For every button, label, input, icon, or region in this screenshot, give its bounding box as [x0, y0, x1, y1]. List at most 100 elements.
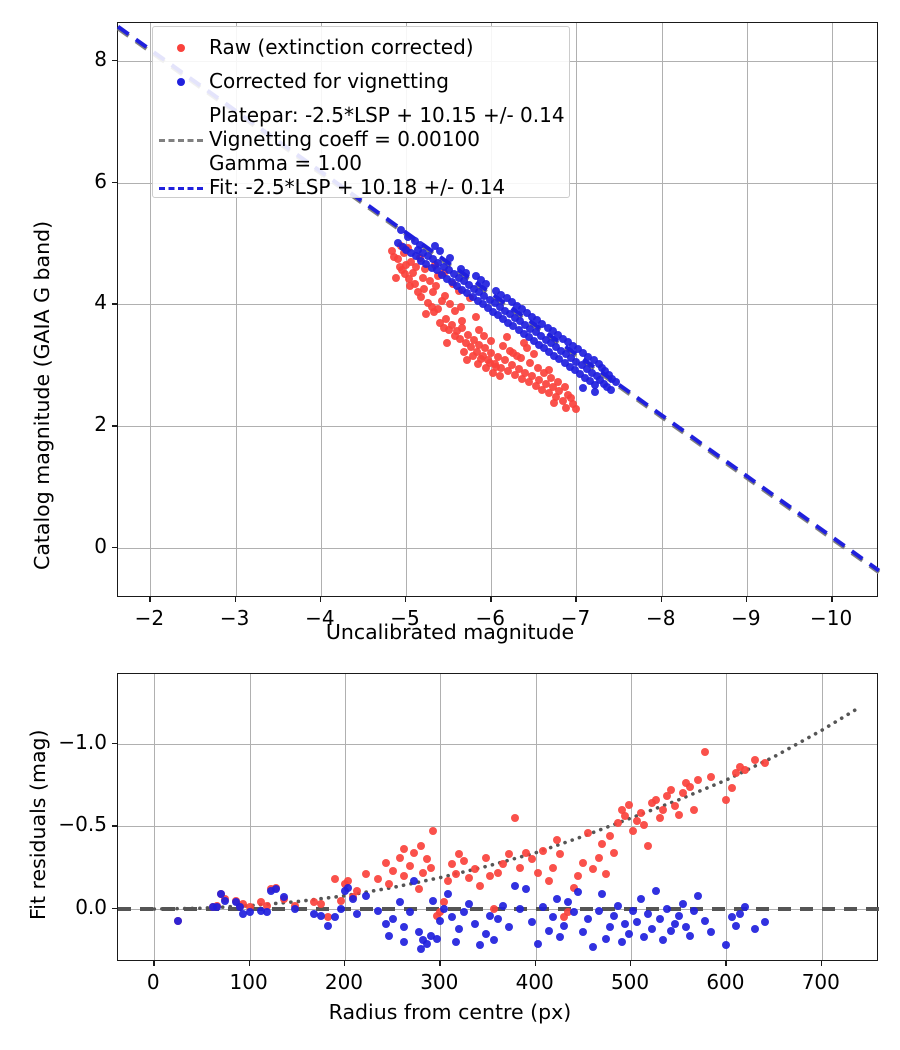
legend-photometric-calibration[interactable]: Raw (extinction corrected) Corrected for … — [152, 26, 570, 198]
data-point-raw — [584, 828, 593, 837]
data-point-corrected — [353, 910, 362, 918]
data-point-corrected — [488, 307, 497, 316]
data-point-corrected — [470, 284, 479, 293]
data-point-corrected — [489, 936, 498, 945]
data-point-corrected — [528, 312, 537, 321]
data-point-corrected — [436, 246, 445, 255]
data-point-corrected — [545, 347, 554, 356]
data-point-corrected — [589, 356, 598, 365]
data-point-raw — [410, 279, 419, 288]
gridline-vertical — [406, 23, 408, 596]
data-point-raw — [470, 865, 479, 874]
data-point-raw — [588, 865, 597, 874]
y-tick-label: 0.0 — [75, 895, 107, 920]
data-point-raw — [393, 255, 402, 264]
x-tick-label: 200 — [324, 970, 364, 994]
data-point-raw — [628, 827, 637, 836]
data-point-raw — [674, 810, 683, 819]
data-point-raw — [458, 317, 467, 326]
data-point-corrected — [393, 239, 402, 248]
data-point-corrected — [492, 287, 501, 295]
data-point-raw — [632, 817, 641, 826]
data-point-corrected — [565, 362, 574, 371]
legend-entry-label: Raw (extinction corrected) — [209, 35, 474, 60]
data-point-raw — [422, 855, 431, 864]
data-point-corrected — [538, 319, 547, 328]
x-tick-label: 600 — [706, 970, 745, 994]
data-point-raw — [245, 903, 254, 912]
data-point-corrected — [536, 332, 545, 341]
data-point-corrected — [232, 898, 241, 907]
data-point-corrected — [507, 297, 516, 306]
line-vignetting-model-curve — [152, 705, 862, 911]
legend-entry[interactable]: Vignetting coeff = 0.00100 — [153, 127, 569, 153]
axis-tick-y — [112, 908, 117, 910]
data-point-corrected — [741, 903, 750, 912]
data-point-raw — [441, 291, 450, 300]
x-tick-label: −3 — [219, 606, 250, 630]
data-point-corrected — [468, 293, 477, 302]
data-point-corrected — [621, 919, 630, 928]
data-point-raw — [406, 282, 415, 291]
data-point-raw — [545, 366, 554, 375]
data-point-raw — [257, 898, 266, 907]
data-point-raw — [640, 820, 649, 829]
data-point-corrected — [463, 289, 472, 298]
data-point-corrected — [591, 388, 600, 397]
legend-entry[interactable]: Gamma = 1.00 — [153, 151, 569, 177]
data-point-raw — [521, 368, 530, 377]
legend-entry[interactable]: Platepar: -2.5*LSP + 10.15 +/- 0.14 — [153, 103, 569, 129]
x-tick-label: −4 — [305, 606, 335, 630]
data-point-corrected — [609, 911, 618, 920]
data-point-raw — [528, 372, 537, 381]
data-point-corrected — [427, 263, 436, 272]
data-point-corrected — [405, 908, 414, 917]
y-tick-label: 0 — [94, 534, 107, 559]
data-point-raw — [701, 747, 710, 756]
legend-entry[interactable]: Raw (extinction corrected) — [153, 35, 569, 61]
data-point-raw — [609, 848, 618, 857]
data-point-raw — [419, 868, 428, 877]
legend-entry-label: Platepar: -2.5*LSP + 10.15 +/- 0.14 — [209, 103, 565, 128]
data-point-corrected — [678, 900, 687, 909]
data-point-corrected — [453, 282, 462, 291]
data-point-corrected — [648, 924, 657, 933]
data-point-corrected — [216, 890, 225, 899]
data-point-corrected — [502, 294, 511, 303]
data-point-corrected — [529, 336, 538, 345]
data-point-corrected — [552, 895, 561, 904]
data-point-raw — [436, 908, 445, 917]
legend-entry[interactable]: Fit: -2.5*LSP + 10.18 +/- 0.14 — [153, 175, 569, 201]
gridline-vertical — [320, 23, 322, 596]
data-point-corrected — [409, 876, 418, 885]
data-point-raw — [453, 327, 462, 336]
data-point-corrected — [426, 931, 435, 940]
data-point-raw — [533, 868, 542, 877]
data-point-corrected — [447, 913, 456, 922]
data-point-corrected — [516, 905, 525, 914]
data-point-raw — [417, 293, 426, 302]
data-point-corrected — [522, 885, 531, 894]
data-point-raw — [443, 876, 452, 885]
data-point-corrected — [402, 245, 411, 254]
data-point-corrected — [477, 276, 486, 285]
data-point-corrected — [407, 249, 416, 258]
data-point-corrected — [476, 941, 485, 950]
data-point-corrected — [543, 323, 552, 332]
data-point-corrected — [655, 914, 664, 923]
data-point-raw — [404, 275, 413, 284]
data-point-corrected — [701, 916, 710, 925]
data-point-corrected — [510, 881, 519, 890]
data-point-raw — [534, 375, 543, 384]
legend-entry[interactable]: Corrected for vignetting — [153, 69, 569, 95]
axis-tick-x — [439, 961, 441, 966]
data-point-corrected — [451, 938, 460, 947]
gray-dashed-line — [159, 138, 203, 142]
data-point-raw — [538, 385, 547, 394]
data-point-raw — [482, 853, 491, 862]
blue-dashed-line — [159, 186, 203, 190]
data-point-raw — [412, 262, 421, 271]
axis-tick-x — [725, 961, 727, 966]
data-point-corrected — [524, 333, 533, 342]
data-point-corrected — [464, 900, 473, 909]
